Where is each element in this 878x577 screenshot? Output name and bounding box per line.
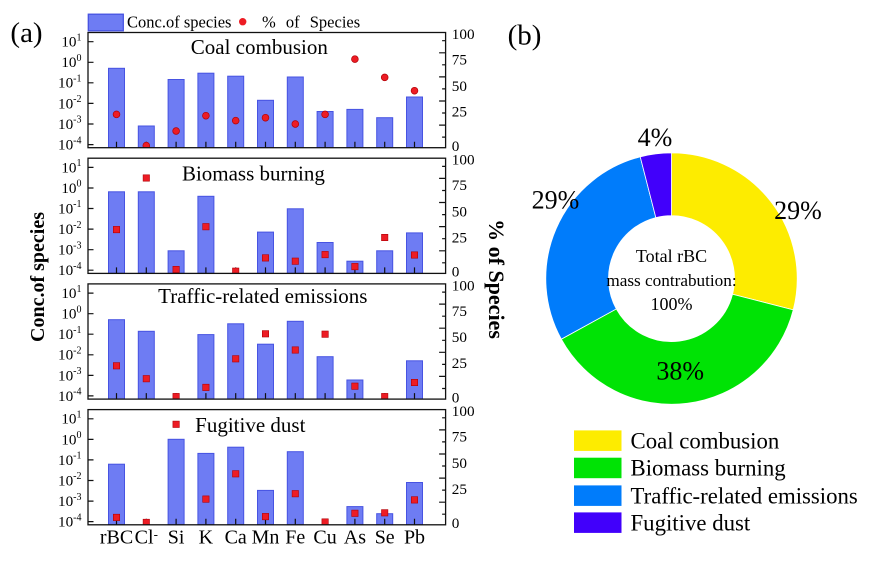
- svg-text:Mn: Mn: [252, 527, 280, 549]
- svg-text:0: 0: [452, 264, 460, 281]
- svg-text:Fugitive dust: Fugitive dust: [195, 413, 305, 437]
- svg-text:rBC: rBC: [100, 527, 133, 549]
- svg-text:101: 101: [61, 410, 81, 428]
- svg-text:100: 100: [61, 304, 81, 322]
- svg-text:As: As: [344, 527, 366, 549]
- svg-text:75: 75: [452, 177, 467, 194]
- svg-text:Pb: Pb: [404, 527, 425, 549]
- svg-text:100: 100: [452, 277, 475, 294]
- svg-text:101: 101: [61, 284, 81, 302]
- svg-text:25: 25: [452, 355, 467, 372]
- svg-text:50: 50: [452, 78, 468, 95]
- svg-text:50: 50: [452, 329, 468, 346]
- svg-text:100: 100: [61, 53, 81, 71]
- svg-text:Cl-: Cl-: [135, 527, 158, 549]
- svg-text:Coal combusion: Coal combusion: [631, 428, 780, 453]
- svg-text:Fugitive dust: Fugitive dust: [631, 510, 751, 535]
- svg-text:75: 75: [452, 303, 467, 320]
- svg-text:100: 100: [452, 152, 475, 169]
- svg-text:0: 0: [452, 515, 460, 532]
- svg-text:Biomass burning: Biomass burning: [182, 161, 325, 185]
- svg-text:Se: Se: [375, 527, 395, 549]
- svg-text:Total rBC: Total rBC: [636, 246, 707, 266]
- svg-text:Si: Si: [168, 527, 185, 549]
- svg-text:50: 50: [452, 455, 468, 472]
- svg-text:Conc.of species: Conc.of species: [27, 212, 49, 342]
- svg-text:29%: 29%: [774, 196, 822, 225]
- svg-text:K: K: [199, 527, 214, 549]
- svg-text:100: 100: [61, 179, 81, 197]
- svg-text:Conc.of species: Conc.of species: [127, 13, 231, 32]
- svg-text:Cu: Cu: [313, 527, 336, 549]
- svg-text:(b): (b): [508, 20, 542, 52]
- svg-text:100: 100: [452, 403, 475, 420]
- svg-text:75: 75: [452, 429, 467, 446]
- svg-text:101: 101: [61, 32, 81, 50]
- svg-text:Biomass burning: Biomass burning: [631, 456, 786, 481]
- svg-text:mass contrabution:: mass contrabution:: [606, 271, 736, 290]
- svg-text:100: 100: [452, 26, 475, 43]
- svg-text:Traffic-related emissions: Traffic-related emissions: [158, 284, 367, 308]
- svg-text:50: 50: [452, 204, 468, 221]
- svg-text:% of Species: % of Species: [484, 219, 509, 339]
- svg-text:100%: 100%: [651, 294, 693, 314]
- svg-text:0: 0: [452, 138, 460, 155]
- svg-text:38%: 38%: [656, 357, 704, 386]
- svg-text:25: 25: [452, 481, 467, 498]
- svg-text:4%: 4%: [638, 123, 673, 152]
- svg-text:% of Species: % of Species: [262, 13, 360, 32]
- svg-text:100: 100: [61, 430, 81, 448]
- svg-text:Traffic-related emissions: Traffic-related emissions: [631, 483, 858, 508]
- svg-text:Coal combusion: Coal combusion: [191, 35, 329, 59]
- svg-text:29%: 29%: [532, 186, 580, 215]
- svg-text:Fe: Fe: [285, 527, 305, 549]
- svg-text:0: 0: [452, 389, 460, 406]
- svg-text:75: 75: [452, 52, 467, 69]
- svg-text:25: 25: [452, 104, 467, 121]
- svg-text:101: 101: [61, 158, 81, 176]
- svg-text:(a): (a): [10, 17, 42, 49]
- svg-text:Ca: Ca: [225, 527, 247, 549]
- svg-text:25: 25: [452, 229, 467, 246]
